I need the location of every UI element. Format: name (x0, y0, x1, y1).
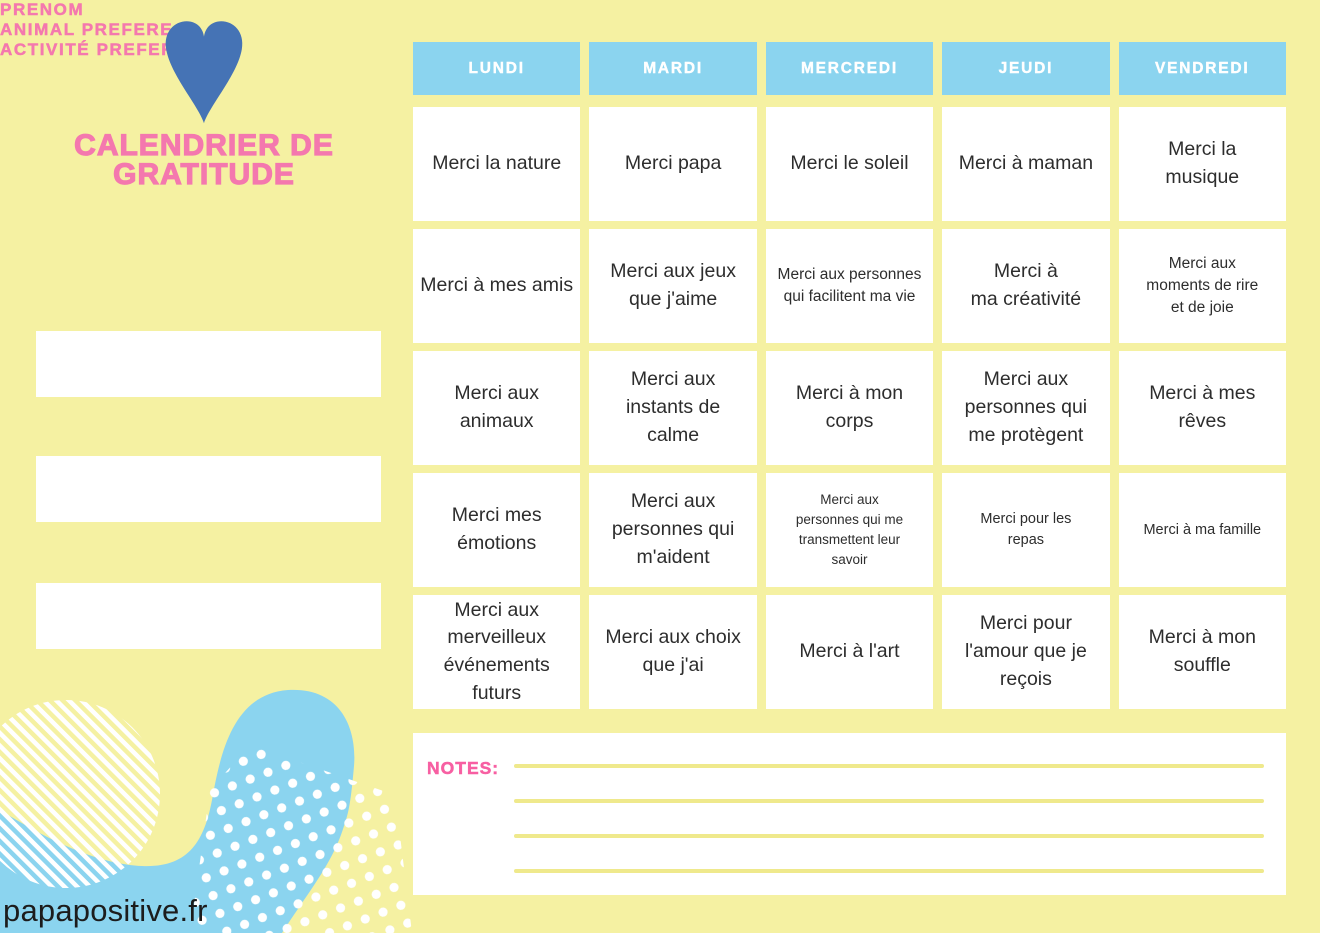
notes-ruled-line (514, 869, 1264, 873)
gratitude-cell: Merci aux personnes qui me transmettent … (765, 473, 934, 587)
day-header-mercredi: MERCREDI (765, 42, 934, 95)
page-title: CALENDRIER DE GRATITUDE (28, 129, 380, 191)
brand-website: papapositive.fr (3, 893, 208, 928)
notes-ruled-line (514, 834, 1264, 838)
gratitude-cell: Merci pour les repas (942, 473, 1110, 587)
gratitude-cell: Merci pour l'amour que je reçois (942, 595, 1110, 709)
notes-ruled-line (514, 799, 1264, 803)
gratitude-cell: Merci à l'art (765, 595, 934, 709)
striped-circle-decoration (0, 700, 160, 888)
gratitude-cell: Merci aux personnes qui facilitent ma vi… (765, 229, 934, 343)
day-header-jeudi: JEUDI (942, 42, 1110, 95)
day-header-lundi: LUNDI (413, 42, 581, 95)
gratitude-cell: Merci à ma famille (1118, 473, 1286, 587)
gratitude-cell: Merci papa (589, 107, 757, 221)
page-title-line2: GRATITUDE (113, 158, 295, 191)
animal-prefere-input[interactable] (36, 456, 381, 522)
day-header-vendredi: VENDREDI (1118, 42, 1286, 95)
gratitude-cell: Merci aux moments de rire et de joie (1118, 229, 1286, 343)
notes-ruled-line (514, 764, 1264, 768)
gratitude-cell: Merci aux choix que j'ai (589, 595, 757, 709)
gratitude-cell: Merci la nature (413, 107, 581, 221)
calendar-area: LUNDI MARDI MERCREDI JEUDI VENDREDI Merc… (413, 42, 1286, 895)
gratitude-cell: Merci aux animaux (413, 351, 581, 465)
gratitude-cell: Merci aux personnes qui m'aident (589, 473, 757, 587)
gratitude-cell: Merci à mes rêves (1118, 351, 1286, 465)
gratitude-cell: Merci aux instants de calme (589, 351, 757, 465)
corner-decoration (0, 689, 412, 933)
gratitude-cell: Merci aux jeux que j'aime (589, 229, 757, 343)
prenom-label: PRENOM (0, 0, 85, 19)
gratitude-cell: Merci la musique (1118, 107, 1286, 221)
activite-prefere-label: ACTIVITÉ PREFERE (0, 40, 189, 60)
gratitude-cell: Merci à maman (942, 107, 1110, 221)
gratitude-cell: Merci mes émotions (413, 473, 581, 587)
activite-prefere-input[interactable] (36, 583, 381, 649)
animal-prefere-label: ANIMAL PREFERE (0, 20, 174, 40)
gratitude-cell: Merci aux personnes qui me protègent (942, 351, 1110, 465)
gratitude-cell: Merci à mon corps (765, 351, 934, 465)
day-header-mardi: MARDI (589, 42, 757, 95)
gratitude-cell: Merci le soleil (765, 107, 934, 221)
gratitude-cell: Merci aux merveilleux événements futurs (413, 595, 581, 709)
gratitude-cell: Merci à mon souffle (1118, 595, 1286, 709)
dots-decoration (190, 745, 412, 933)
gratitude-cells-grid: Merci la nature Merci papa Merci le sole… (413, 107, 1286, 709)
gratitude-cell: Merci à mes amis (413, 229, 581, 343)
heart-icon (162, 16, 246, 128)
notes-label: NOTES: (427, 758, 500, 779)
page-title-line1: CALENDRIER DE (74, 129, 334, 162)
gratitude-cell: Merci à ma créativité (942, 229, 1110, 343)
day-header-row: LUNDI MARDI MERCREDI JEUDI VENDREDI (413, 42, 1286, 95)
notes-box: NOTES: (413, 733, 1286, 895)
prenom-input[interactable] (36, 331, 381, 397)
